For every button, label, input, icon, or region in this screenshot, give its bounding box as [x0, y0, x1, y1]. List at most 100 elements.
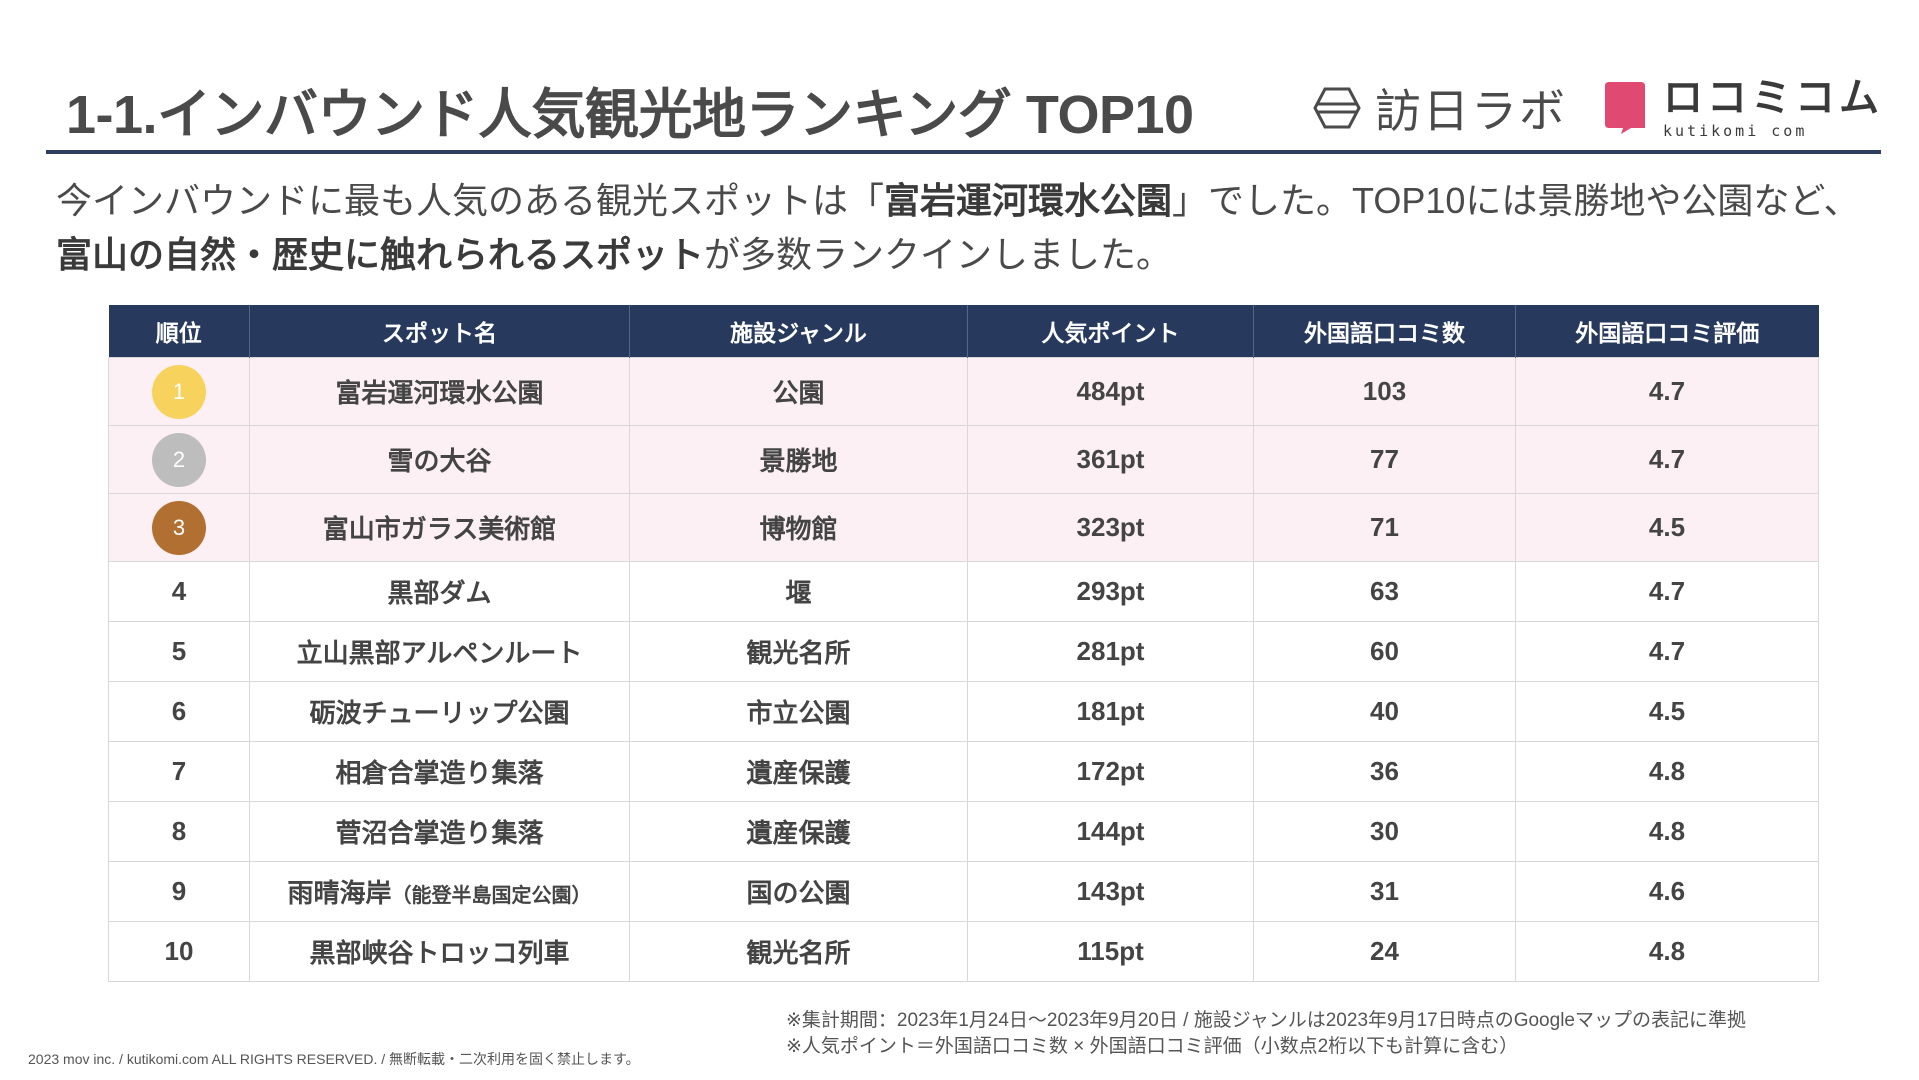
footnotes: ※集計期間：2023年1月24日～2023年9月20日 / 施設ジャンルは202…	[786, 1008, 1746, 1060]
table-header-row: 順位 スポット名 施設ジャンル 人気ポイント 外国語口コミ数 外国語口コミ評価	[108, 305, 1819, 358]
col-header-spot-name: スポット名	[249, 305, 630, 358]
table-row: 4 黒部ダム 堰 293pt 63 4.7	[108, 561, 1819, 622]
table-row: 9 雨晴海岸（能登半島国定公園） 国の公園 143pt 31 4.6	[108, 861, 1819, 922]
spot-name-cell: 雪の大谷	[249, 425, 630, 494]
points-cell: 115pt	[967, 921, 1254, 982]
copyright-text: 2023 mov inc. / kutikomi.com ALL RIGHTS …	[28, 1051, 640, 1067]
houjin-labo-logo: 訪日ラボ	[1313, 75, 1567, 141]
review-count-cell: 60	[1253, 621, 1516, 682]
rating-cell: 4.7	[1515, 561, 1819, 622]
kutikomi-logo: ロコミコム kutikomi com	[1601, 78, 1883, 139]
table-row: 3 富山市ガラス美術館 博物館 323pt 71 4.5	[108, 493, 1819, 562]
page-title: 1-1.インバウンド人気観光地ランキング TOP10	[66, 85, 1194, 145]
spot-name-cell: 立山黒部アルペンルート	[249, 621, 630, 682]
col-header-points: 人気ポイント	[967, 305, 1254, 358]
spot-name-cell: 富岩運河環水公園	[249, 357, 630, 426]
rank-cell: 2	[108, 425, 250, 494]
genre-cell: 博物館	[629, 493, 968, 562]
points-cell: 361pt	[967, 425, 1254, 494]
gold-medal-badge: 1	[152, 364, 206, 419]
genre-cell: 公園	[629, 357, 968, 426]
spot-name-cell: 黒部峡谷トロッコ列車	[249, 921, 630, 982]
review-count-cell: 40	[1253, 681, 1516, 742]
intro-highlight-top-spot: 富岩運河環水公園	[884, 180, 1173, 221]
rank-cell: 4	[108, 561, 250, 622]
points-cell: 484pt	[967, 357, 1254, 426]
spot-name-cell: 黒部ダム	[249, 561, 630, 622]
ranking-table: 順位 スポット名 施設ジャンル 人気ポイント 外国語口コミ数 外国語口コミ評価 …	[108, 305, 1819, 982]
logo-name-kutikomi-en: kutikomi com	[1663, 121, 1808, 140]
review-count-cell: 71	[1253, 493, 1516, 562]
col-header-review-rating: 外国語口コミ評価	[1515, 305, 1819, 358]
genre-cell: 観光名所	[629, 921, 968, 982]
rank-cell: 6	[108, 681, 250, 742]
footnote-points-formula: ※人気ポイント＝外国語口コミ数 × 外国語口コミ評価（小数点2桁以下も計算に含む…	[786, 1036, 1519, 1057]
genre-cell: 国の公園	[629, 861, 968, 922]
logo-group: 訪日ラボ ロコミコム kutikomi com	[1313, 78, 1883, 138]
spot-name-note: （能登半島国定公園）	[391, 885, 592, 907]
speech-bubble-logo-icon	[1605, 82, 1645, 134]
points-cell: 323pt	[967, 493, 1254, 562]
table-row: 1 富岩運河環水公園 公園 484pt 103 4.7	[108, 357, 1819, 426]
spot-name-cell: 相倉合掌造り集落	[249, 741, 630, 802]
review-count-cell: 24	[1253, 921, 1516, 982]
spot-name-cell: 富山市ガラス美術館	[249, 493, 630, 562]
table-row: 10 黒部峡谷トロッコ列車 観光名所 115pt 24 4.8	[108, 921, 1819, 982]
table-row: 5 立山黒部アルペンルート 観光名所 281pt 60 4.7	[108, 621, 1819, 682]
rating-cell: 4.7	[1515, 357, 1819, 426]
intro-highlight-nature: 富山の自然・歴史に触れられるスポット	[56, 234, 705, 275]
hexagon-logo-icon	[1313, 87, 1361, 129]
spot-name-cell: 菅沼合掌造り集落	[249, 801, 630, 862]
points-cell: 293pt	[967, 561, 1254, 622]
rank-cell: 1	[108, 357, 250, 426]
spot-name-cell: 砺波チューリップ公園	[249, 681, 630, 742]
genre-cell: 市立公園	[629, 681, 968, 742]
review-count-cell: 63	[1253, 561, 1516, 622]
rank-cell: 3	[108, 493, 250, 562]
points-cell: 144pt	[967, 801, 1254, 862]
table-row: 7 相倉合掌造り集落 遺産保護 172pt 36 4.8	[108, 741, 1819, 802]
genre-cell: 遺産保護	[629, 741, 968, 802]
rating-cell: 4.8	[1515, 921, 1819, 982]
footnote-period: ※集計期間：2023年1月24日～2023年9月20日 / 施設ジャンルは202…	[786, 1010, 1746, 1031]
points-cell: 281pt	[967, 621, 1254, 682]
rating-cell: 4.7	[1515, 621, 1819, 682]
rating-cell: 4.5	[1515, 681, 1819, 742]
genre-cell: 堰	[629, 561, 968, 622]
header-divider	[46, 150, 1881, 154]
rating-cell: 4.8	[1515, 801, 1819, 862]
points-cell: 181pt	[967, 681, 1254, 742]
rank-cell: 10	[108, 921, 250, 982]
silver-medal-badge: 2	[152, 432, 206, 487]
rating-cell: 4.8	[1515, 741, 1819, 802]
rating-cell: 4.6	[1515, 861, 1819, 922]
spot-name-cell: 雨晴海岸（能登半島国定公園）	[249, 861, 630, 922]
logo-name-kutikomi-jp: ロコミコム	[1663, 75, 1883, 120]
rank-cell: 7	[108, 741, 250, 802]
genre-cell: 観光名所	[629, 621, 968, 682]
table-row: 6 砺波チューリップ公園 市立公園 181pt 40 4.5	[108, 681, 1819, 742]
col-header-rank: 順位	[108, 305, 250, 358]
rating-cell: 4.7	[1515, 425, 1819, 494]
review-count-cell: 103	[1253, 357, 1516, 426]
col-header-review-count: 外国語口コミ数	[1253, 305, 1516, 358]
genre-cell: 景勝地	[629, 425, 968, 494]
col-header-genre: 施設ジャンル	[629, 305, 968, 358]
rank-cell: 9	[108, 861, 250, 922]
review-count-cell: 30	[1253, 801, 1516, 862]
rank-cell: 5	[108, 621, 250, 682]
points-cell: 143pt	[967, 861, 1254, 922]
intro-line-1: 今インバウンドに最も人気のある観光スポットは「富岩運河環水公園」でした。TOP1…	[56, 180, 1860, 221]
bronze-medal-badge: 3	[152, 500, 206, 555]
table-row: 2 雪の大谷 景勝地 361pt 77 4.7	[108, 425, 1819, 494]
review-count-cell: 31	[1253, 861, 1516, 922]
review-count-cell: 77	[1253, 425, 1516, 494]
rating-cell: 4.5	[1515, 493, 1819, 562]
genre-cell: 遺産保護	[629, 801, 968, 862]
points-cell: 172pt	[967, 741, 1254, 802]
review-count-cell: 36	[1253, 741, 1516, 802]
logo-name-houjin-labo: 訪日ラボ	[1375, 85, 1567, 137]
table-row: 8 菅沼合掌造り集落 遺産保護 144pt 30 4.8	[108, 801, 1819, 862]
intro-text: 今インバウンドに最も人気のある観光スポットは「富岩運河環水公園」でした。TOP1…	[56, 174, 1876, 282]
intro-line-2: 富山の自然・歴史に触れられるスポットが多数ランクインしました。	[56, 234, 1173, 275]
